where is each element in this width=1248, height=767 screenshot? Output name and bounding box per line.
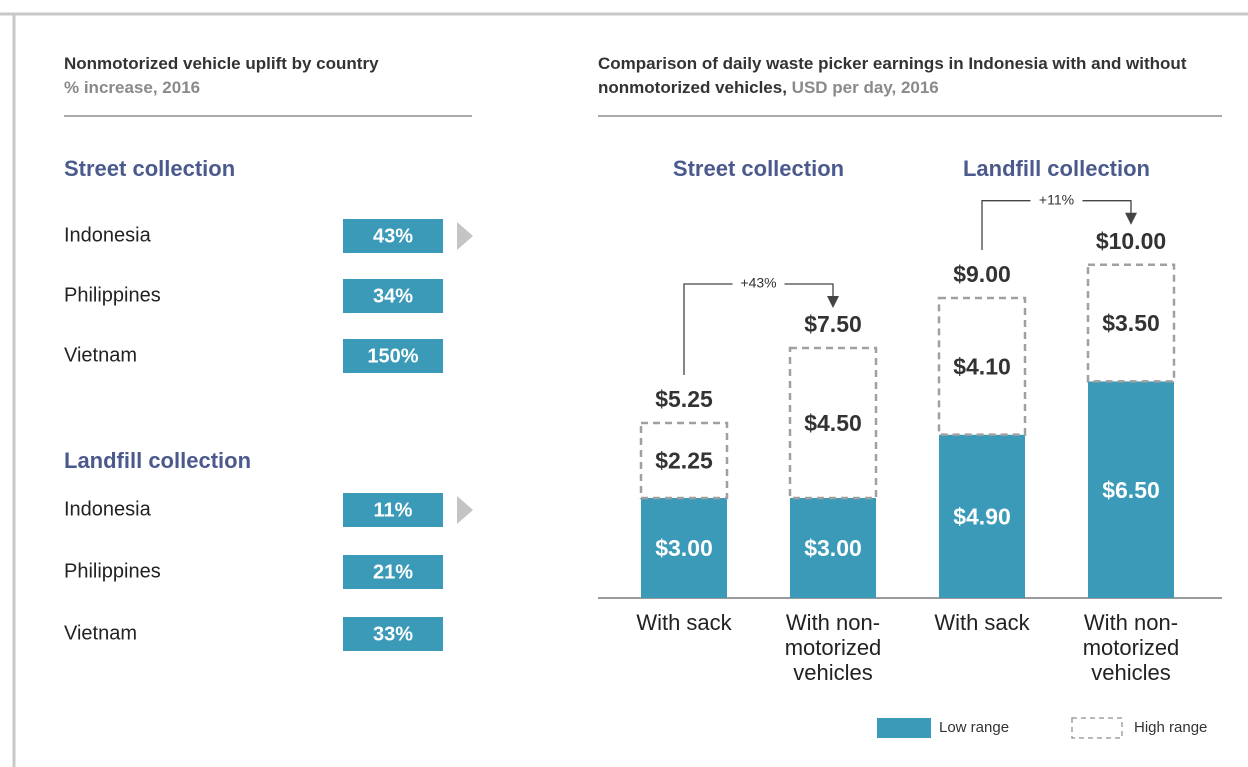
value-label: 150% — [367, 345, 418, 367]
total-label: $7.50 — [804, 311, 862, 337]
value-label: 11% — [374, 499, 413, 521]
arrow-head — [1125, 212, 1137, 225]
country-label: Indonesia — [64, 224, 152, 246]
bar-segment — [641, 498, 727, 598]
bar-segment — [1086, 263, 1176, 383]
value-label: 21% — [373, 561, 413, 583]
pointer — [457, 222, 473, 250]
value-box — [343, 219, 443, 253]
value-label: 43% — [373, 225, 413, 247]
segment-label: $2.25 — [655, 448, 713, 474]
segment-label: $3.50 — [1102, 310, 1160, 336]
chart-title: Comparison of daily waste picker earning… — [598, 54, 1187, 97]
right-title-block: Comparison of daily waste picker earning… — [598, 52, 1226, 100]
total-label: $5.25 — [655, 386, 713, 412]
annotation-bg — [1030, 191, 1083, 210]
segment-label: $4.90 — [953, 503, 1011, 529]
country-label: Indonesia — [64, 498, 152, 520]
segment-label: $6.50 — [1102, 477, 1160, 503]
segment-label: $4.10 — [953, 353, 1011, 379]
arrow-head — [827, 296, 839, 309]
bar-segment — [937, 296, 1027, 436]
annotation: +11% — [1039, 191, 1074, 207]
bar-segment — [790, 498, 876, 598]
value-box — [343, 555, 443, 589]
value-label: 34% — [373, 285, 413, 307]
total-label: $10.00 — [1096, 228, 1166, 254]
bar-segment — [939, 434, 1025, 598]
annotation: +43% — [740, 275, 776, 291]
group-heading: Landfill collection — [963, 156, 1150, 181]
value-box — [343, 617, 443, 651]
chart-subtitle: % increase, 2016 — [64, 78, 201, 97]
value-box — [343, 493, 443, 527]
segment-label: $3.00 — [655, 535, 713, 561]
chart-subtitle: USD per day, 2016 — [791, 78, 939, 97]
country-label: Philippines — [64, 284, 161, 306]
segment-label: $4.50 — [804, 410, 862, 436]
country-label: Vietnam — [64, 344, 137, 366]
x-tick-label: With sack — [636, 610, 732, 635]
legend-label: High range — [1134, 719, 1207, 736]
group-heading: Street collection — [64, 156, 235, 181]
annotation-bg — [732, 275, 785, 294]
x-tick-label: With sack — [934, 610, 1030, 635]
value-label: 33% — [373, 623, 413, 645]
legend-swatch — [1071, 717, 1123, 739]
value-box — [343, 279, 443, 313]
group-heading: Landfill collection — [64, 448, 251, 473]
country-label: Vietnam — [64, 622, 137, 644]
x-tick-label: With non-motorized vehicles — [784, 610, 882, 685]
bar-segment — [788, 346, 878, 500]
chart-title: Nonmotorized vehicle uplift by country — [64, 54, 379, 73]
bar-segment — [1088, 381, 1174, 598]
country-label: Philippines — [64, 560, 161, 582]
left-title-block: Nonmotorized vehicle uplift by country %… — [64, 52, 484, 100]
group-heading: Street collection — [673, 156, 844, 181]
legend-swatch — [877, 718, 931, 738]
x-tick-label: With non-motorized vehicles — [1082, 610, 1180, 685]
pointer — [457, 496, 473, 524]
bar-segment — [639, 421, 729, 500]
value-box — [343, 339, 443, 373]
legend-label: Low range — [939, 719, 1009, 736]
total-label: $9.00 — [953, 261, 1011, 287]
segment-label: $3.00 — [804, 535, 862, 561]
